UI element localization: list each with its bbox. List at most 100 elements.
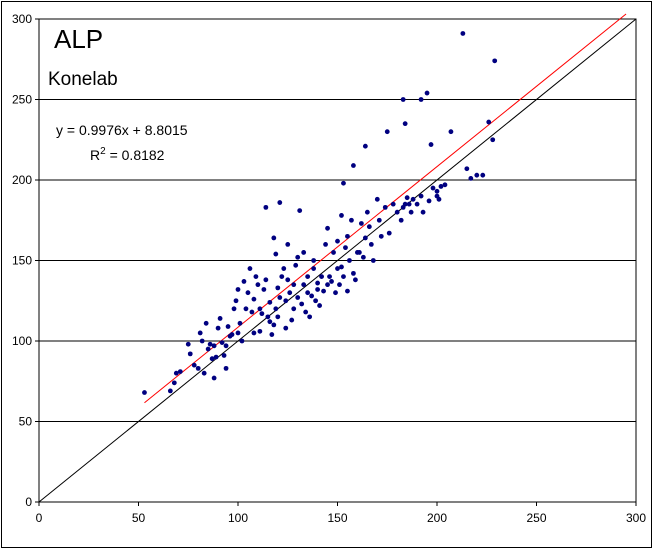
data-point xyxy=(345,288,350,294)
data-point xyxy=(215,325,221,331)
data-point xyxy=(251,330,257,336)
chart-title: ALP xyxy=(54,24,103,54)
data-point xyxy=(368,242,374,247)
data-point xyxy=(374,196,380,202)
data-point xyxy=(356,250,362,255)
data-point xyxy=(303,309,309,315)
data-point xyxy=(211,343,217,349)
data-point xyxy=(366,224,372,230)
data-point xyxy=(265,314,271,320)
data-point xyxy=(267,319,273,325)
data-point xyxy=(404,195,410,201)
data-point xyxy=(329,279,334,284)
x-tick-label: 150 xyxy=(327,511,347,525)
data-point xyxy=(305,290,311,296)
data-point xyxy=(486,119,492,125)
data-point xyxy=(247,266,253,271)
data-point xyxy=(257,306,263,312)
data-point xyxy=(382,204,388,210)
data-point xyxy=(233,298,239,304)
data-point xyxy=(325,282,330,288)
data-point xyxy=(191,362,197,368)
y-tick-label: 200 xyxy=(12,173,32,187)
data-point xyxy=(333,290,338,296)
data-point xyxy=(187,351,193,357)
data-point xyxy=(235,287,241,292)
data-point xyxy=(402,201,408,207)
data-point xyxy=(384,129,390,135)
data-point xyxy=(362,235,368,241)
lines-layer xyxy=(38,13,637,503)
data-point xyxy=(295,295,301,300)
data-point xyxy=(281,266,287,271)
data-point xyxy=(273,251,279,257)
data-point xyxy=(271,322,277,328)
data-point xyxy=(464,166,470,172)
points-layer xyxy=(142,31,498,395)
data-point xyxy=(173,370,179,376)
data-point xyxy=(301,250,307,255)
data-point xyxy=(291,282,297,288)
data-point xyxy=(325,225,330,231)
data-point xyxy=(468,175,474,181)
data-point xyxy=(315,280,320,286)
data-point xyxy=(390,201,396,207)
data-point xyxy=(492,58,498,64)
data-point xyxy=(277,295,283,300)
data-point xyxy=(273,306,279,312)
data-point xyxy=(327,274,332,279)
y-tick-label: 50 xyxy=(19,415,33,429)
x-tick-label: 100 xyxy=(228,511,248,525)
data-point xyxy=(285,277,291,283)
data-point xyxy=(341,180,346,186)
data-point xyxy=(289,317,295,323)
chart-subtitle: Konelab xyxy=(48,69,118,90)
data-point xyxy=(321,288,326,294)
data-point xyxy=(223,365,229,371)
data-point xyxy=(283,298,289,304)
data-point xyxy=(201,370,207,376)
data-point xyxy=(235,330,241,336)
r-squared-sup: 2 xyxy=(100,146,106,157)
r-squared-label: R2 = 0.8182 xyxy=(90,146,165,163)
data-point xyxy=(211,375,217,381)
data-point xyxy=(203,320,209,326)
r-squared-prefix: R xyxy=(90,147,100,163)
data-point xyxy=(408,209,414,215)
data-point xyxy=(171,380,177,386)
y-tick-label: 300 xyxy=(12,12,32,26)
data-point xyxy=(351,270,356,276)
data-point xyxy=(301,282,307,288)
data-point xyxy=(267,299,273,305)
data-point xyxy=(426,198,432,204)
data-point xyxy=(275,314,281,320)
data-point xyxy=(370,258,376,263)
r-squared-value: = 0.8182 xyxy=(106,147,165,163)
data-point xyxy=(349,217,354,223)
data-point xyxy=(277,200,283,205)
x-tick-label: 0 xyxy=(36,511,43,525)
y-tick-label: 250 xyxy=(12,93,32,107)
data-point xyxy=(313,298,319,304)
tick-layer: 0 50 100 150 200 250 300 0 50 100 150 200 250 300 xyxy=(12,12,646,525)
data-point xyxy=(378,233,384,239)
data-point xyxy=(460,31,466,36)
data-point xyxy=(285,242,291,247)
data-point xyxy=(263,204,269,210)
data-point xyxy=(331,250,336,255)
data-point xyxy=(142,390,147,395)
data-point xyxy=(420,209,426,215)
data-point xyxy=(167,388,173,394)
x-tick-label: 300 xyxy=(626,511,646,525)
data-point xyxy=(490,137,496,143)
data-point xyxy=(231,306,237,312)
data-point xyxy=(317,303,322,308)
data-point xyxy=(341,274,346,279)
data-point xyxy=(311,266,317,271)
data-point xyxy=(428,142,434,147)
data-point xyxy=(239,338,245,344)
data-point xyxy=(283,325,289,331)
data-point xyxy=(295,254,301,260)
data-point xyxy=(291,306,297,312)
